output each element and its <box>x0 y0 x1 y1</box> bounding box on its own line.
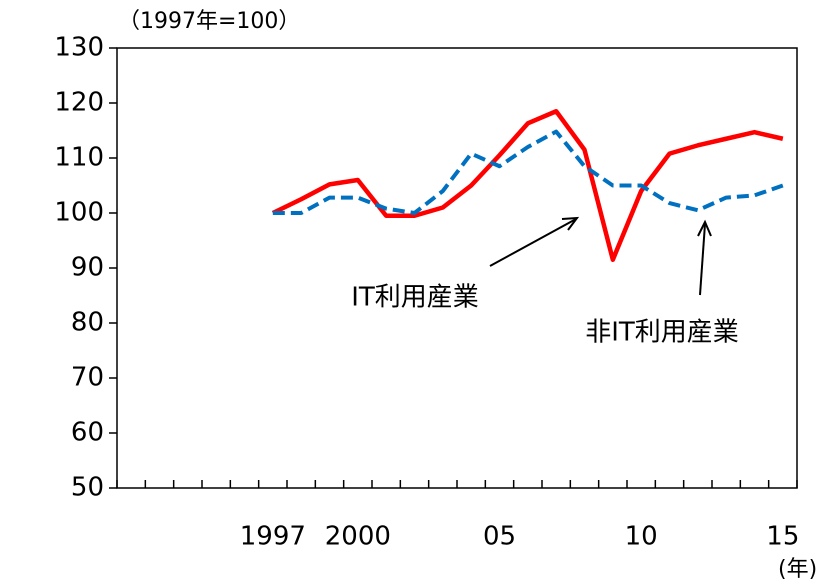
y-tick-label: 50 <box>71 473 104 503</box>
annotation-arrow <box>699 223 706 296</box>
y-tick-label: 70 <box>71 363 104 393</box>
x-tick-label: 05 <box>483 522 516 552</box>
plot-frame <box>116 47 798 489</box>
y-tick-label: 130 <box>54 33 104 63</box>
annotation: 非IT利用産業 <box>585 318 739 348</box>
series-line <box>271 109 784 262</box>
annotation-arrow <box>489 218 577 267</box>
y-tick-label: 110 <box>54 143 104 173</box>
x-tick-label: 15 <box>766 522 799 552</box>
x-tick-label: 1997 <box>240 522 306 552</box>
arrow-head <box>561 216 580 231</box>
y-tick-label: 90 <box>71 253 104 283</box>
unit-label: （1997年=100） <box>118 9 300 34</box>
y-tick-label: 100 <box>54 198 104 228</box>
x-tick-label: 2000 <box>325 522 391 552</box>
series-line <box>272 129 784 215</box>
y-tick-label: 60 <box>71 418 104 448</box>
x-unit-label: (年) <box>778 557 817 582</box>
annotation: IT利用産業 <box>351 283 479 313</box>
arrow-head <box>697 219 712 237</box>
y-tick-label: 80 <box>71 308 104 338</box>
y-tick-label: 120 <box>54 88 104 118</box>
x-tick-label: 10 <box>625 522 658 552</box>
